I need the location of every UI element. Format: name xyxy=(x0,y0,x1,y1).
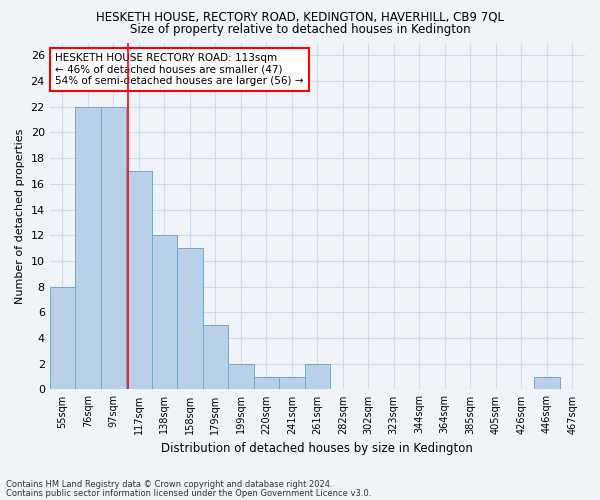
Bar xyxy=(177,248,203,390)
Bar xyxy=(75,106,101,390)
Bar xyxy=(305,364,330,390)
Bar xyxy=(254,376,279,390)
Bar xyxy=(152,235,177,390)
X-axis label: Distribution of detached houses by size in Kedington: Distribution of detached houses by size … xyxy=(161,442,473,455)
Bar xyxy=(203,325,228,390)
Bar xyxy=(279,376,305,390)
Text: Contains HM Land Registry data © Crown copyright and database right 2024.: Contains HM Land Registry data © Crown c… xyxy=(6,480,332,489)
Bar xyxy=(50,286,75,390)
Y-axis label: Number of detached properties: Number of detached properties xyxy=(15,128,25,304)
Bar xyxy=(101,106,126,390)
Text: Contains public sector information licensed under the Open Government Licence v3: Contains public sector information licen… xyxy=(6,489,371,498)
Bar xyxy=(228,364,254,390)
Text: Size of property relative to detached houses in Kedington: Size of property relative to detached ho… xyxy=(130,22,470,36)
Text: HESKETH HOUSE, RECTORY ROAD, KEDINGTON, HAVERHILL, CB9 7QL: HESKETH HOUSE, RECTORY ROAD, KEDINGTON, … xyxy=(96,10,504,23)
Text: HESKETH HOUSE RECTORY ROAD: 113sqm
← 46% of detached houses are smaller (47)
54%: HESKETH HOUSE RECTORY ROAD: 113sqm ← 46%… xyxy=(55,53,304,86)
Bar xyxy=(534,376,560,390)
Bar xyxy=(126,171,152,390)
